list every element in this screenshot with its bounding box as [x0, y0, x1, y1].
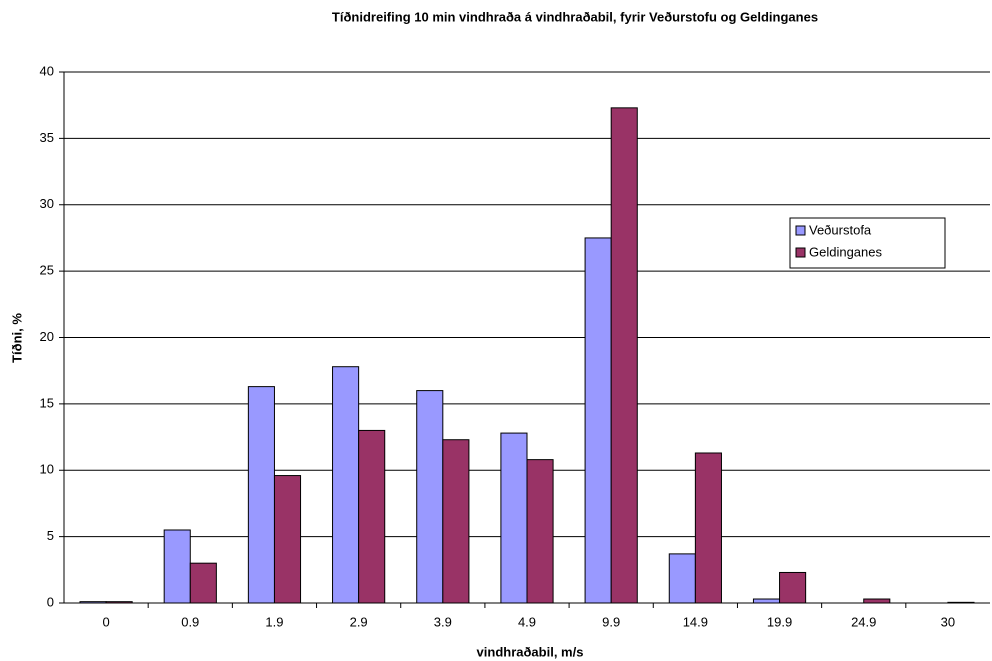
legend-label: Geldinganes [809, 244, 882, 259]
bar [247, 386, 275, 604]
bar [332, 366, 360, 604]
y-tick-label: 0 [47, 594, 54, 609]
legend-box [789, 217, 946, 269]
y-tick-label: 25 [40, 263, 54, 278]
bar [163, 529, 191, 604]
x-tick-label: 3.9 [434, 614, 452, 629]
bar [584, 237, 612, 604]
chart-title: Tíðnidreifing 10 min vindhraða á vindhra… [332, 9, 818, 24]
y-tick-label: 10 [40, 462, 54, 477]
x-tick-label: 19.9 [767, 614, 792, 629]
bar [610, 107, 638, 604]
x-tick-label: 0 [102, 614, 109, 629]
bar [442, 439, 470, 604]
bar [752, 598, 781, 604]
y-axis-label: Tíðni, % [9, 313, 24, 363]
y-tick-label: 15 [40, 395, 54, 410]
bar [947, 601, 975, 604]
bar [189, 562, 217, 604]
bar [694, 452, 722, 604]
y-tick-label: 20 [40, 329, 54, 344]
x-tick-label: 0.9 [181, 614, 199, 629]
x-tick-label: 24.9 [851, 614, 876, 629]
x-tick-label: 14.9 [683, 614, 708, 629]
y-tick-label: 35 [40, 130, 54, 145]
legend-swatch [795, 247, 806, 258]
x-axis-label: vindhraðabil, m/s [477, 644, 584, 659]
bar [779, 571, 807, 604]
legend: Veðurstofa Geldinganes [789, 217, 946, 269]
bar [863, 598, 891, 604]
x-tick-label: 1.9 [265, 614, 283, 629]
legend-swatch [795, 225, 806, 236]
y-tick-label: 40 [40, 63, 54, 78]
x-tick-label: 30 [941, 614, 955, 629]
bar [500, 432, 528, 604]
bar [358, 429, 386, 604]
bar [668, 553, 696, 604]
bar [416, 390, 444, 604]
x-tick-label: 4.9 [518, 614, 536, 629]
x-tick-label: 9.9 [602, 614, 620, 629]
bar [79, 601, 107, 604]
y-tick-label: 30 [40, 196, 54, 211]
y-tick-label: 5 [47, 528, 54, 543]
bar [526, 459, 554, 604]
bar [105, 601, 133, 604]
x-tick-label: 2.9 [350, 614, 368, 629]
bar [273, 475, 302, 604]
legend-label: Veðurstofa [809, 222, 872, 237]
